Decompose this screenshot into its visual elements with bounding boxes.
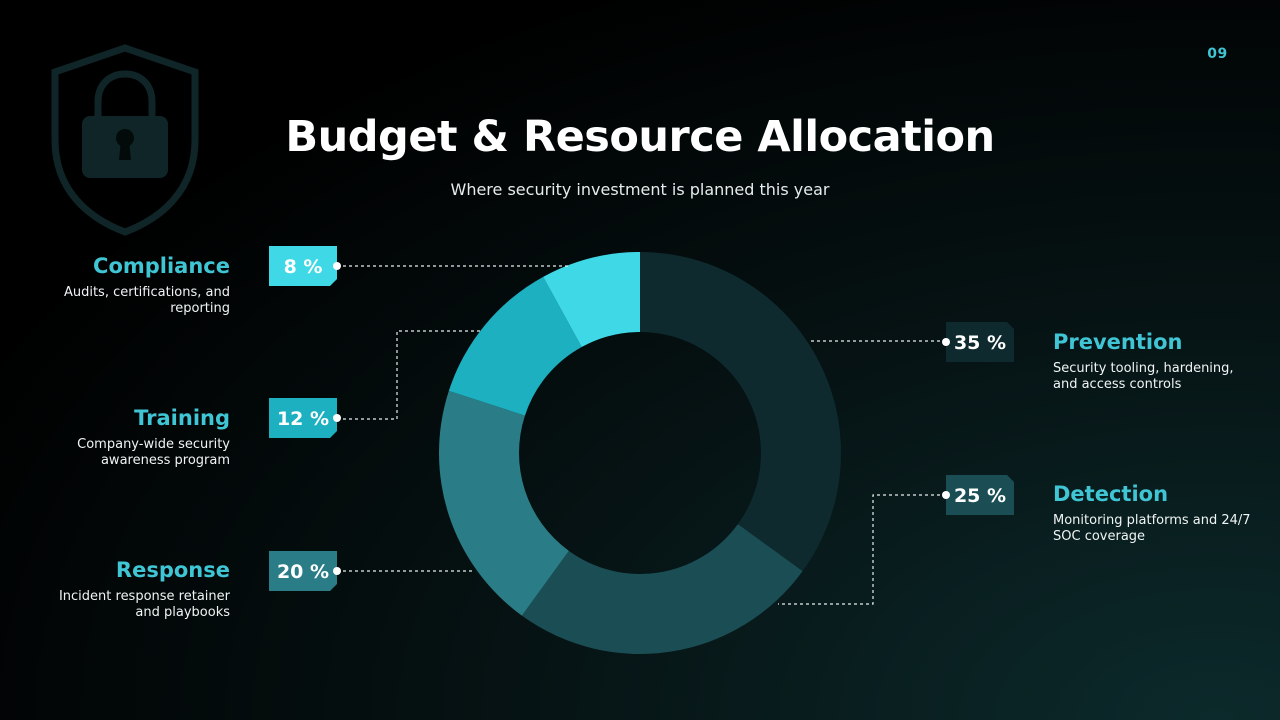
value-label-compliance: 8 %	[284, 256, 323, 278]
legend-name: Detection	[1053, 482, 1169, 506]
legend-item-response: Response Incident response retainer and …	[40, 558, 230, 621]
value-tag-training	[269, 398, 337, 438]
page-number: 09	[1207, 46, 1228, 62]
connector-dot	[942, 338, 950, 346]
value-label-prevention: 35 %	[954, 332, 1006, 354]
legend-name: Compliance	[93, 254, 230, 278]
value-tag-compliance	[269, 246, 337, 286]
connector-line-training	[337, 330, 480, 420]
legend-name: Response	[115, 558, 230, 582]
legend-description: Audits, certifications, and reporting	[63, 285, 230, 317]
legend-description: Monitoring platforms and 24/7 SOC covera…	[1053, 513, 1251, 545]
value-label-detection: 25 %	[954, 485, 1006, 507]
connector-dot	[333, 414, 341, 422]
donut-slice-compliance	[543, 252, 640, 347]
value-label-training: 12 %	[277, 408, 329, 430]
value-tag-detection	[946, 475, 1014, 515]
legend-description: Security tooling, hardening, and access …	[1053, 361, 1234, 393]
legend-description: Company-wide security awareness program	[77, 437, 230, 469]
connector-line-detection	[778, 494, 946, 605]
legend-name: Training	[134, 406, 230, 430]
donut-slice-response	[439, 390, 569, 616]
donut-slice-training	[448, 276, 582, 416]
shield-lock-icon	[51, 44, 199, 236]
legend-item-detection: Detection Monitoring platforms and 24/7 …	[1053, 482, 1253, 545]
connector-dot	[942, 491, 950, 499]
legend-name: Prevention	[1053, 330, 1183, 354]
connector-dot	[333, 567, 341, 575]
connector-dot	[333, 262, 341, 270]
value-label-response: 20 %	[277, 561, 329, 583]
value-tag-response	[269, 551, 337, 591]
donut-slice-prevention	[640, 252, 841, 572]
page-title: Budget & Resource Allocation	[285, 112, 995, 162]
legend-item-training: Training Company-wide security awareness…	[40, 406, 230, 469]
legend-description: Incident response retainer and playbooks	[58, 589, 230, 621]
donut-slice-detection	[521, 524, 803, 654]
legend-item-prevention: Prevention Security tooling, hardening, …	[1053, 330, 1253, 393]
legend-item-compliance: Compliance Audits, certifications, and r…	[40, 254, 230, 317]
page-subtitle: Where security investment is planned thi…	[450, 180, 830, 199]
value-tag-prevention	[946, 322, 1014, 362]
